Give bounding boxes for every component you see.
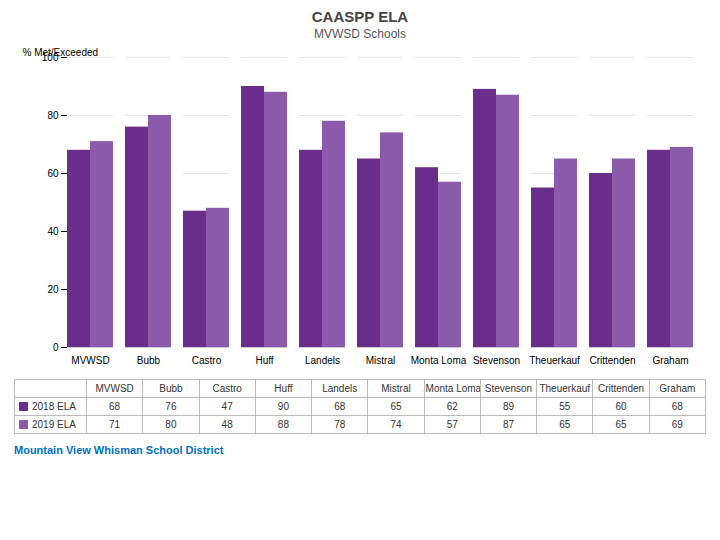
html-text:69: 69 [671,419,683,430]
svg-text:Theuerkauf: Theuerkauf [529,355,580,366]
html-text:2019 ELA: 2019 ELA [32,419,76,430]
html-text:Bubb: Bubb [159,383,183,394]
html-text:74: 74 [390,419,402,430]
html-text:60: 60 [615,401,627,412]
svg-text:0: 0 [53,342,59,353]
svg-text:Monta Loma: Monta Loma [411,355,467,366]
svg-text:80: 80 [47,110,59,121]
html-text:76: 76 [165,401,177,412]
svg-text:40: 40 [47,226,59,237]
svg-text:Mistral: Mistral [366,355,395,366]
html-text:62: 62 [446,401,458,412]
html-text:65: 65 [390,401,402,412]
html-text:MVWSD Schools: MVWSD Schools [314,27,406,41]
html-text:68: 68 [334,401,346,412]
html-text:57: 57 [446,419,458,430]
html-text:Monta Loma Stevenson: Monta Loma Stevenson [425,383,533,394]
svg-text:Stevenson: Stevenson [473,355,520,366]
html-text:Crittenden: Crittenden [598,383,645,394]
html-text:Huff: Huff [274,383,293,394]
html-text:89: 89 [502,401,514,412]
html-text:2018 ELA: 2018 ELA [32,401,76,412]
html-text:CAASPP ELA: CAASPP ELA [311,8,409,25]
svg-text:Crittenden: Crittenden [589,355,635,366]
svg-text:Landels: Landels [305,355,340,366]
html-text:Landels: Landels [322,383,358,394]
html-text:90: 90 [277,401,289,412]
html-text:78: 78 [334,419,346,430]
html-text:65: 65 [615,419,627,430]
html-text:Theuerkauf: Theuerkauf [539,383,590,394]
html-text:71: 71 [109,419,121,430]
html-text:47: 47 [221,401,233,412]
svg-text:Castro: Castro [192,355,222,366]
html-text:80: 80 [165,419,177,430]
html-text:Castro: Castro [212,383,242,394]
svg-text:Graham: Graham [652,355,688,366]
html-text:68: 68 [671,401,683,412]
svg-text:Bubb: Bubb [137,355,161,366]
html-text:MVWSD: MVWSD [95,383,134,394]
html-text:88: 88 [277,419,289,430]
html-text:68: 68 [109,401,121,412]
html-text:87: 87 [502,419,514,430]
svg-text:% Met/Exceeded: % Met/Exceeded [23,47,99,58]
html-text:65: 65 [559,419,571,430]
html-text:Mistral: Mistral [381,383,411,394]
html-text:Graham: Graham [659,383,696,394]
html-text:48: 48 [221,419,233,430]
svg-text:20: 20 [47,284,59,295]
html-text:Mountain View Whisman School D: Mountain View Whisman School District [14,444,224,456]
svg-text:Huff: Huff [255,355,273,366]
svg-text:60: 60 [47,168,59,179]
svg-text:MVWSD: MVWSD [71,355,109,366]
html-text:55: 55 [559,401,571,412]
